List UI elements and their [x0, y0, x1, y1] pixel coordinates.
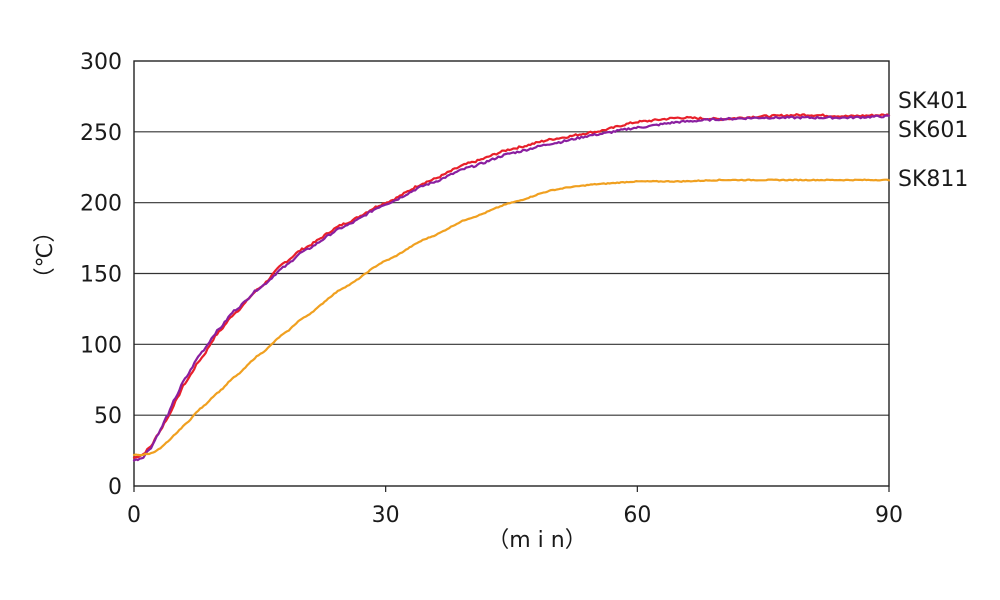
x-tick-label-30: 30 [372, 503, 400, 528]
y-tick-label-200: 200 [80, 192, 122, 217]
grid-lines [134, 131, 889, 416]
series-line-sk601 [132, 114, 891, 462]
series-line-sk811 [132, 178, 891, 457]
series-label-sk811: SK811 [898, 167, 968, 192]
series-label-sk601: SK601 [898, 118, 968, 143]
y-tick-label-50: 50 [94, 404, 122, 429]
plot-frame [133, 60, 890, 492]
series-end-labels: SK401 SK601 SK811 [898, 89, 968, 192]
x-axis-title: （m i n） [487, 528, 586, 553]
y-tick-label-150: 150 [80, 263, 122, 288]
y-axis-tick-labels: 0 50 100 150 200 250 300 [80, 50, 122, 500]
y-tick-label-100: 100 [80, 333, 122, 358]
x-tick-label-0: 0 [127, 503, 141, 528]
y-tick-label-0: 0 [108, 475, 122, 500]
y-axis-title: （℃） [33, 221, 58, 290]
x-axis-tick-labels: 0 30 60 90 [127, 503, 903, 528]
y-tick-label-300: 300 [80, 50, 122, 75]
series-label-sk401: SK401 [898, 89, 968, 114]
y-tick-label-250: 250 [80, 121, 122, 146]
x-tick-label-90: 90 [875, 503, 903, 528]
series-lines [132, 113, 891, 462]
plot-border [133, 60, 890, 487]
x-tick-label-60: 60 [623, 503, 651, 528]
series-line-sk401 [132, 113, 891, 459]
